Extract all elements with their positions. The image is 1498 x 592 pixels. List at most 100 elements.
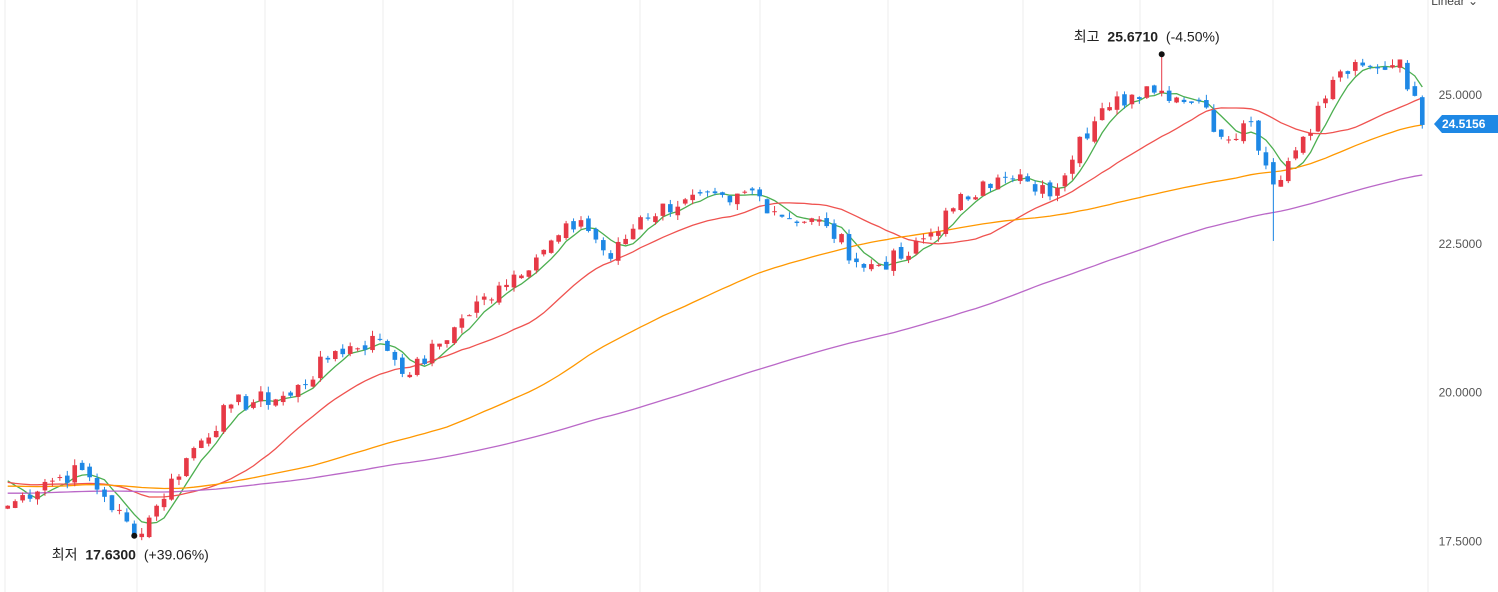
scale-selector[interactable]: Linear ⌄ xyxy=(1431,0,1478,8)
candle xyxy=(1338,69,1343,82)
chevron-down-icon: ⌄ xyxy=(1467,0,1478,8)
high-marker-dot xyxy=(1158,51,1165,58)
candle xyxy=(1419,95,1425,129)
candle xyxy=(1025,173,1030,182)
candle-body xyxy=(1405,62,1410,90)
candle xyxy=(1330,76,1336,101)
candle xyxy=(57,474,63,481)
candle xyxy=(749,187,755,195)
candle xyxy=(571,218,576,233)
candle-body xyxy=(1419,97,1425,125)
candle-body xyxy=(764,199,770,214)
candle-body xyxy=(1144,86,1150,98)
candle xyxy=(1233,133,1239,142)
candle xyxy=(928,228,934,241)
candle xyxy=(809,217,815,225)
candle xyxy=(213,425,219,438)
current-price-label: 24.5156 xyxy=(1442,117,1486,131)
candle-body xyxy=(444,340,450,344)
candle-body xyxy=(392,351,398,360)
candle-body xyxy=(1159,90,1165,94)
candle-body xyxy=(921,238,926,240)
candle-body xyxy=(221,405,226,432)
candle-body xyxy=(1204,100,1209,108)
candle-body xyxy=(772,211,777,213)
ma20-line xyxy=(7,97,1423,498)
candle xyxy=(772,206,777,216)
candle-body xyxy=(35,491,40,500)
candle xyxy=(898,242,904,260)
candle xyxy=(526,270,532,279)
candle xyxy=(377,333,383,342)
candle xyxy=(608,250,614,262)
candle-body xyxy=(1107,107,1112,111)
candle-body xyxy=(206,437,212,444)
candle-body xyxy=(735,193,740,205)
candle-body xyxy=(169,478,174,500)
candle-body xyxy=(958,194,963,211)
candle xyxy=(1174,96,1179,104)
candle xyxy=(638,215,643,230)
candle xyxy=(35,490,40,505)
candle xyxy=(437,343,442,350)
candle-body xyxy=(362,345,368,350)
candle-body xyxy=(109,495,115,511)
ma60-line xyxy=(7,124,1423,490)
candle-body xyxy=(1367,65,1373,67)
candle-body xyxy=(876,264,882,266)
candle xyxy=(1129,94,1135,109)
candle xyxy=(1114,91,1120,115)
candle xyxy=(593,227,599,244)
candle xyxy=(50,477,55,487)
candle-body xyxy=(571,221,576,230)
candle-body xyxy=(310,379,316,387)
candle xyxy=(422,355,427,366)
candle-body xyxy=(1017,174,1023,181)
candle xyxy=(1405,60,1410,92)
candle xyxy=(861,262,867,272)
candle-body xyxy=(1114,96,1120,110)
candle xyxy=(504,279,509,291)
candle xyxy=(474,295,480,318)
ma5-line xyxy=(7,65,1423,524)
candle xyxy=(94,473,100,495)
candle-body xyxy=(668,204,673,213)
candle xyxy=(742,190,748,195)
candle-body xyxy=(117,509,122,511)
candle xyxy=(347,342,353,357)
candle xyxy=(27,489,33,502)
candle xyxy=(802,221,807,224)
candle-body xyxy=(1062,175,1068,187)
candle xyxy=(854,252,859,268)
candle-body xyxy=(102,489,107,497)
candle-body xyxy=(198,440,204,448)
candle xyxy=(481,293,487,306)
candle-body xyxy=(347,346,353,354)
candle xyxy=(400,353,405,378)
candle xyxy=(1263,146,1269,170)
candle-body xyxy=(1196,99,1202,102)
candle xyxy=(414,356,420,377)
candle-body xyxy=(615,241,621,261)
candle xyxy=(787,212,792,220)
candle xyxy=(697,189,703,196)
candle-body xyxy=(332,351,338,360)
candle xyxy=(668,199,673,217)
candle xyxy=(258,386,264,408)
candle xyxy=(1166,86,1172,104)
candle-body xyxy=(883,261,889,270)
candle xyxy=(154,504,159,521)
candle xyxy=(1256,120,1261,156)
candle xyxy=(921,233,926,244)
candle-body xyxy=(228,404,234,409)
candle-body xyxy=(950,208,956,212)
candle xyxy=(950,207,956,214)
candle-body xyxy=(816,219,822,222)
candle xyxy=(906,251,911,264)
candle xyxy=(690,189,695,205)
candle-body xyxy=(437,343,442,347)
candle xyxy=(630,224,636,240)
candle-body xyxy=(1070,159,1075,174)
candle-body xyxy=(563,223,569,239)
